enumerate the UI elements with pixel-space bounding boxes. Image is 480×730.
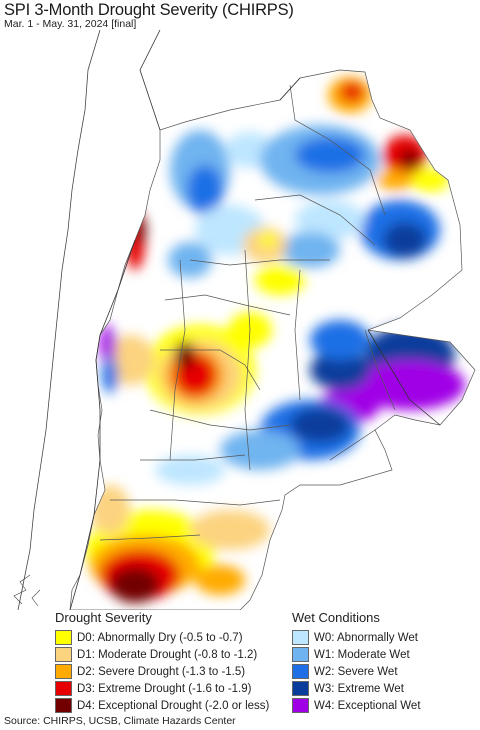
legend-item-d1: D1: Moderate Drought (-0.8 to -1.2) — [55, 646, 269, 663]
legend-label-w4: W4: Exceptional Wet — [314, 699, 421, 712]
map-subtitle: Mar. 1 - May. 31, 2024 [final] — [4, 18, 137, 30]
legend-label-w2: W2: Severe Wet — [314, 665, 398, 678]
legend-label-w0: W0: Abnormally Wet — [314, 631, 418, 644]
legend-label-w1: W1: Moderate Wet — [314, 648, 410, 661]
chile-islands — [13, 574, 41, 607]
drought-map — [0, 30, 480, 610]
legend-swatch-w2 — [292, 664, 309, 679]
legend-swatch-w0 — [292, 630, 309, 645]
legend-label-d1: D1: Moderate Drought (-0.8 to -1.2) — [77, 648, 258, 661]
legend-label-d2: D2: Severe Drought (-1.3 to -1.5) — [77, 665, 246, 678]
legend-swatch-d4 — [55, 698, 72, 713]
legend-item-d0: D0: Abnormally Dry (-0.5 to -0.7) — [55, 629, 269, 646]
legend-swatch-w1 — [292, 647, 309, 662]
legend-label-d3: D3: Extreme Drought (-1.6 to -1.9) — [77, 682, 252, 695]
neighbor-land — [140, 30, 480, 370]
drought-legend: Drought Severity D0: Abnormally Dry (-0.… — [55, 610, 269, 714]
legend-item-d4: D4: Exceptional Drought (-2.0 or less) — [55, 697, 269, 714]
rio-de-la-plata — [329, 429, 376, 461]
legend-item-w0: W0: Abnormally Wet — [292, 629, 421, 646]
legend-swatch-d3 — [55, 681, 72, 696]
legend-label-w3: W3: Extreme Wet — [314, 682, 404, 695]
legend-item-w3: W3: Extreme Wet — [292, 680, 421, 697]
legend-swatch-d0 — [55, 630, 72, 645]
legend-item-w2: W2: Severe Wet — [292, 663, 421, 680]
legend-swatch-w4 — [292, 698, 309, 713]
map-title: SPI 3-Month Drought Severity (CHIRPS) — [4, 1, 294, 19]
legend-swatch-d1 — [55, 647, 72, 662]
legend-swatch-w3 — [292, 681, 309, 696]
chile-land — [0, 30, 160, 610]
legend-swatch-d2 — [55, 664, 72, 679]
drought-legend-heading: Drought Severity — [55, 610, 152, 625]
country-borders — [69, 30, 441, 610]
legend-item-w1: W1: Moderate Wet — [292, 646, 421, 663]
legend-label-d4: D4: Exceptional Drought (-2.0 or less) — [77, 699, 270, 712]
source-credit: Source: CHIRPS, UCSB, Climate Hazards Ce… — [4, 715, 236, 727]
legend-item-w4: W4: Exceptional Wet — [292, 697, 421, 714]
wet-legend: Wet Conditions W0: Abnormally Wet W1: Mo… — [292, 610, 421, 714]
legend-item-d3: D3: Extreme Drought (-1.6 to -1.9) — [55, 680, 269, 697]
atlantic-coast-water — [240, 370, 480, 610]
legend-label-d0: D0: Abnormally Dry (-0.5 to -0.7) — [77, 631, 243, 644]
legend-item-d2: D2: Severe Drought (-1.3 to -1.5) — [55, 663, 269, 680]
chile-coastline — [17, 30, 101, 610]
wet-legend-heading: Wet Conditions — [292, 610, 380, 625]
